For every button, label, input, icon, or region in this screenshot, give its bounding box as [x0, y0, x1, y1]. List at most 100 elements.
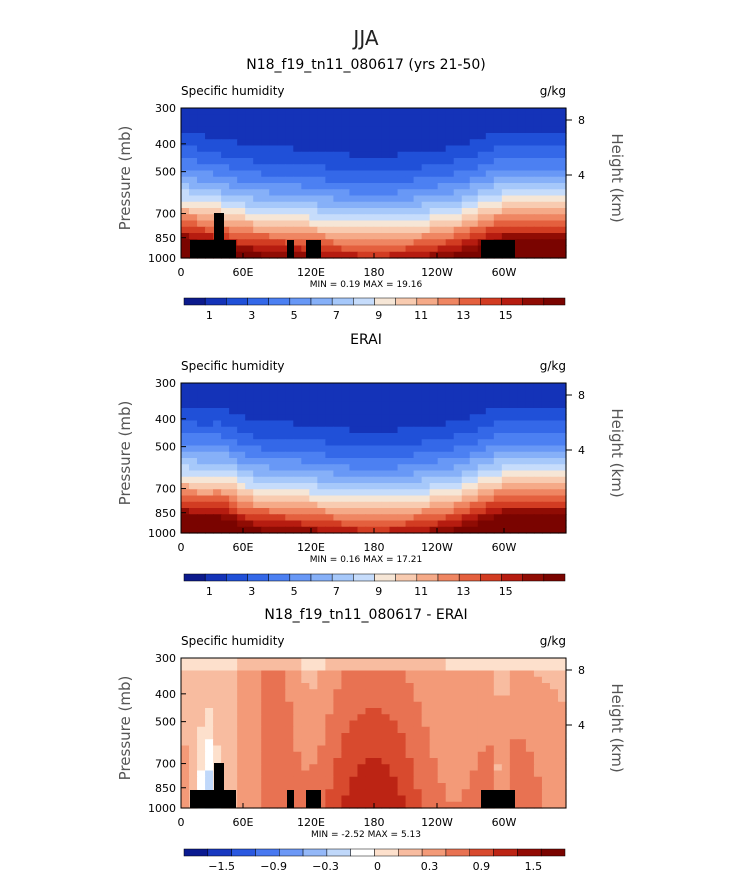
heatmap-cell	[469, 508, 479, 515]
heatmap-cell	[557, 214, 567, 222]
heatmap-cell	[397, 164, 407, 172]
heatmap-cell	[493, 439, 503, 447]
heatmap-cell	[245, 801, 254, 809]
heatmap-cell	[461, 758, 471, 765]
heatmap-cell	[397, 714, 407, 722]
heatmap-cell	[461, 489, 471, 497]
heatmap-cell	[541, 676, 551, 684]
heatmap-cell	[533, 414, 543, 422]
heatmap-cell	[557, 508, 567, 515]
heatmap-cell	[253, 801, 262, 809]
heatmap-cell	[301, 445, 310, 453]
heatmap-cell	[237, 414, 246, 422]
heatmap-cell	[437, 383, 447, 390]
heatmap-cell	[405, 139, 415, 147]
heatmap-cell	[421, 145, 431, 153]
heatmap-cell	[405, 764, 415, 772]
colorbar-swatch	[493, 848, 518, 857]
heatmap-cell	[445, 420, 455, 428]
heatmap-cell	[501, 114, 511, 122]
heatmap-cell	[341, 201, 351, 209]
heatmap-cell	[453, 201, 463, 209]
heatmap-cell	[517, 251, 527, 259]
heatmap-cell	[317, 183, 326, 190]
heatmap-cell	[213, 114, 222, 122]
heatmap-cell	[469, 201, 479, 209]
heatmap-cell	[541, 783, 551, 790]
colorbar-label: 9	[375, 309, 382, 322]
heatmap-cell	[181, 389, 190, 397]
heatmap-cell	[413, 801, 423, 809]
heatmap-cell	[557, 795, 567, 803]
heatmap-cell	[413, 751, 423, 759]
heatmap-cell	[509, 139, 519, 147]
heatmap-cell	[381, 114, 391, 122]
heatmap-cell	[317, 214, 326, 222]
heatmap-cell	[181, 701, 190, 709]
heatmap-cell	[437, 145, 447, 153]
heatmap-cell	[245, 245, 254, 253]
heatmap-cell	[237, 395, 246, 403]
heatmap-cell	[197, 470, 206, 478]
heatmap-cell	[541, 514, 551, 522]
heatmap-cell	[333, 683, 343, 690]
heatmap-cell	[181, 108, 190, 115]
heatmap-cell	[197, 414, 206, 422]
heatmap-cell	[181, 520, 190, 528]
max-label: MAX =	[363, 280, 396, 290]
heatmap-cell	[317, 389, 326, 397]
heatmap-cell	[453, 389, 463, 397]
heatmap-cell	[317, 745, 326, 753]
heatmap-cell	[541, 751, 551, 759]
heatmap-cell	[277, 695, 286, 703]
heatmap-cell	[549, 770, 559, 778]
heatmap-cell	[309, 501, 318, 509]
heatmap-cell	[333, 433, 343, 440]
heatmap-cell	[525, 383, 535, 390]
heatmap-cell	[517, 701, 527, 709]
heatmap-cell	[453, 745, 463, 753]
heatmap-cell	[293, 776, 302, 784]
heatmap-cell	[413, 489, 423, 497]
heatmap-cell	[357, 208, 367, 215]
heatmap-cell	[437, 208, 447, 215]
heatmap-cell	[485, 158, 495, 165]
heatmap-cell	[341, 751, 351, 759]
heatmap-cell	[469, 151, 479, 159]
heatmap-cell	[461, 451, 471, 459]
heatmap-cell	[237, 183, 246, 190]
heatmap-cell	[525, 176, 535, 184]
x-tick-label: 180	[364, 816, 385, 829]
heatmap-cell	[221, 133, 230, 140]
heatmap-cell	[533, 151, 543, 159]
heatmap-cell	[517, 189, 527, 197]
heatmap-cell	[357, 239, 367, 247]
x-tick-label: 0	[178, 816, 185, 829]
heatmap-cell	[421, 495, 431, 503]
heatmap-cell	[533, 776, 543, 784]
heatmap-cell	[557, 395, 567, 403]
heatmap-cell	[189, 408, 198, 415]
heatmap-cell	[429, 395, 439, 403]
heatmap-cell	[405, 514, 415, 522]
heatmap-cell	[485, 420, 495, 428]
heatmap-cell	[389, 733, 399, 740]
heatmap-cell	[485, 689, 495, 697]
heatmap-cell	[557, 426, 567, 434]
heatmap-cell	[357, 114, 367, 122]
heatmap-cell	[317, 751, 326, 759]
heatmap-cell	[445, 445, 455, 453]
heatmap-cell	[549, 201, 559, 209]
heatmap-cell	[549, 251, 559, 259]
heatmap-cell	[365, 739, 375, 747]
heatmap-cell	[469, 770, 479, 778]
variable-label: Specific humidity	[181, 634, 285, 648]
heatmap-cell	[445, 751, 455, 759]
heatmap-cell	[301, 495, 310, 503]
heatmap-cell	[413, 401, 423, 409]
heatmap-cell	[541, 683, 551, 690]
heatmap-cell	[549, 120, 559, 128]
heatmap-cell	[461, 426, 471, 434]
heatmap-cell	[469, 708, 479, 715]
heatmap-cell	[365, 389, 375, 397]
